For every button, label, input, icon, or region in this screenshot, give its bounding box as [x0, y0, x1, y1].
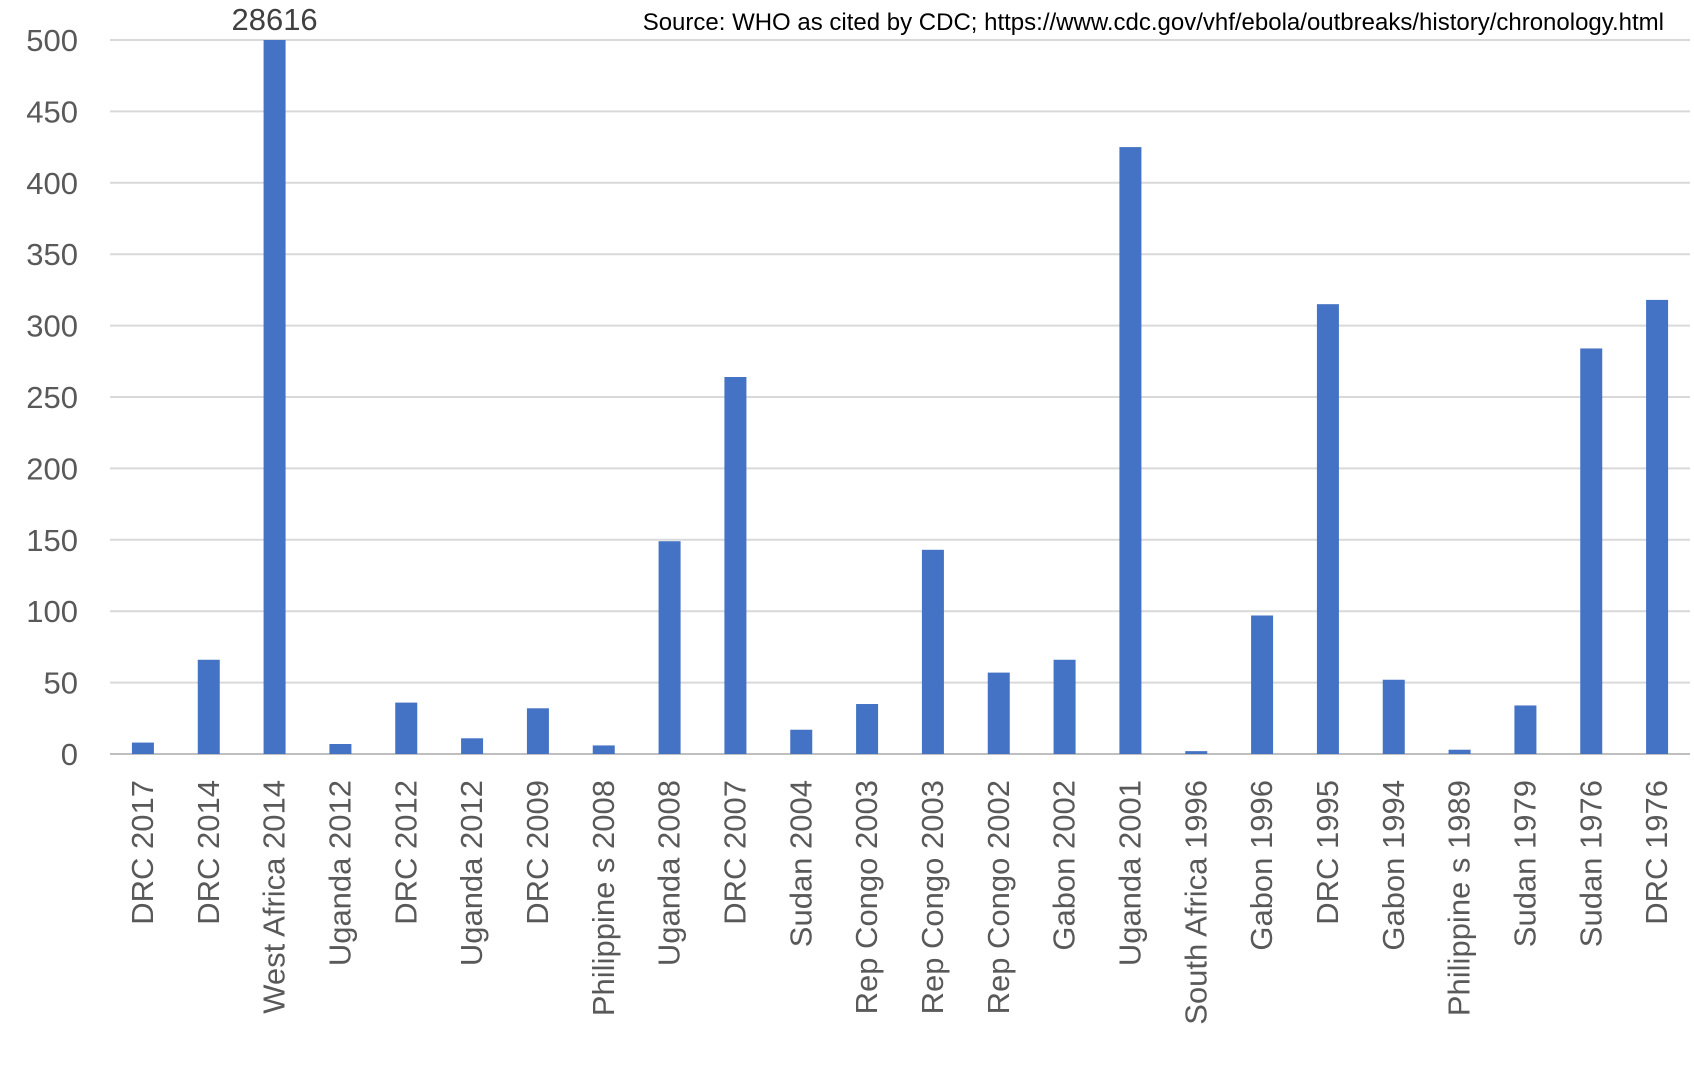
bar — [1448, 749, 1471, 754]
bar — [1514, 705, 1537, 754]
bar — [329, 744, 352, 754]
x-tick-label: DRC 2007 — [717, 780, 752, 925]
bar — [856, 704, 879, 754]
y-tick-label: 450 — [26, 94, 78, 129]
x-tick-label: Sudan 2004 — [783, 780, 818, 947]
bar — [395, 702, 418, 754]
x-tick-label: Sudan 1979 — [1507, 780, 1542, 947]
bar — [592, 745, 615, 754]
bar — [1251, 615, 1274, 754]
bar — [1382, 679, 1405, 754]
bar — [1119, 147, 1142, 755]
x-tick-label: Uganda 2012 — [454, 780, 489, 966]
bar — [658, 541, 681, 754]
y-tick-label: 500 — [26, 23, 78, 58]
bar — [1185, 751, 1208, 754]
y-tick-label: 200 — [26, 451, 78, 486]
x-tick-label: Uganda 2012 — [322, 780, 357, 966]
y-tick-label: 400 — [26, 166, 78, 201]
bar — [790, 729, 813, 754]
y-tick-label: 250 — [26, 380, 78, 415]
x-tick-label: DRC 2012 — [388, 780, 423, 925]
x-axis-ticks: DRC 2017 DRC 2014 West Africa 2014 Uganda 2… — [125, 780, 1674, 1025]
x-tick-label: Rep Congo 2003 — [915, 780, 950, 1014]
x-tick-label: Philippine s 1989 — [1442, 780, 1477, 1016]
x-tick-label: DRC 2009 — [520, 780, 555, 925]
bar — [1053, 659, 1076, 754]
bar — [1316, 304, 1339, 754]
bar — [263, 40, 286, 754]
y-tick-label: 50 — [44, 666, 78, 701]
y-axis-ticks: 0 50 100 150 200 250 300 350 400 450 500 — [26, 23, 78, 772]
bar — [1580, 348, 1603, 754]
x-tick-label: Gabon 1996 — [1244, 780, 1279, 951]
bars: 28616 — [131, 2, 1669, 755]
x-tick-label: Gabon 2002 — [1047, 780, 1082, 951]
x-tick-label: Philippine s 2008 — [586, 780, 621, 1016]
bar-overflow-label: 28616 — [231, 2, 317, 37]
bar — [1646, 299, 1669, 754]
bar — [461, 738, 484, 754]
bar — [526, 708, 549, 754]
x-tick-label: DRC 1995 — [1310, 780, 1345, 925]
x-tick-label: DRC 1976 — [1639, 780, 1674, 925]
x-tick-label: Rep Congo 2002 — [981, 780, 1016, 1014]
x-tick-label: DRC 2014 — [191, 780, 226, 925]
bar — [987, 672, 1010, 754]
source-note: Source: WHO as cited by CDC; https://www… — [643, 9, 1664, 36]
x-tick-label: Rep Congo 2003 — [849, 780, 884, 1014]
x-tick-label: Sudan 1976 — [1573, 780, 1608, 947]
bar — [921, 549, 944, 754]
y-tick-label: 0 — [61, 737, 78, 772]
y-tick-label: 300 — [26, 309, 78, 344]
y-tick-label: 350 — [26, 237, 78, 272]
x-tick-label: West Africa 2014 — [257, 780, 292, 1014]
x-tick-label: Uganda 2001 — [1112, 780, 1147, 966]
x-tick-label: Gabon 1994 — [1376, 780, 1411, 951]
x-tick-label: DRC 2017 — [125, 780, 160, 925]
y-tick-label: 100 — [26, 594, 78, 629]
x-tick-label: South Africa 1996 — [1178, 780, 1213, 1025]
x-tick-label: Uganda 2008 — [652, 780, 687, 966]
bar — [724, 377, 747, 754]
y-tick-label: 150 — [26, 523, 78, 558]
bar — [197, 659, 220, 754]
bar — [131, 742, 154, 754]
gridlines — [110, 39, 1690, 755]
